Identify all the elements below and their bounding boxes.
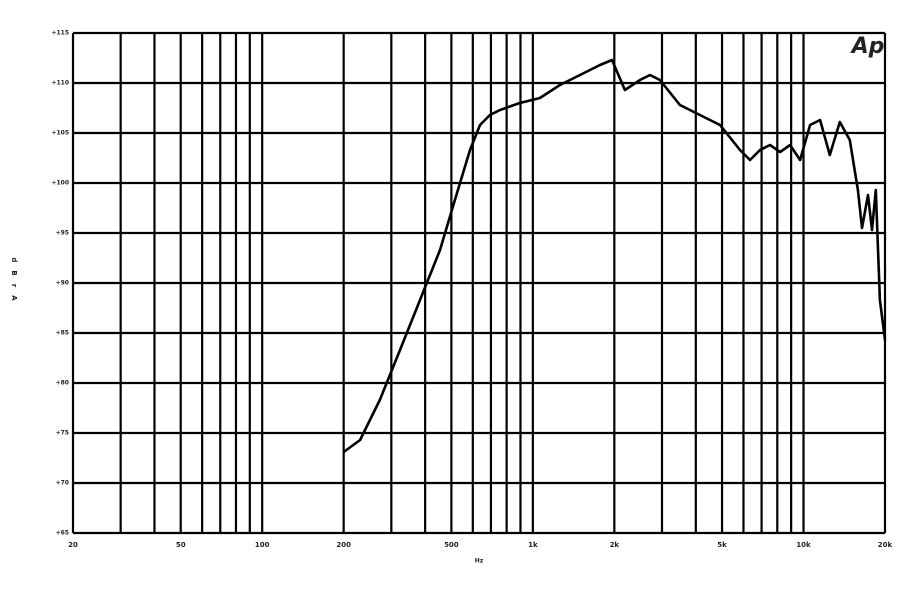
y-tick-label: +110 [51, 80, 69, 87]
y-tick-label: +65 [56, 530, 69, 537]
y-tick-label: +80 [56, 380, 69, 387]
x-tick-label: 5k [717, 541, 727, 549]
y-tick-label: +95 [56, 230, 69, 237]
x-tick-label: 10k [796, 541, 811, 549]
y-tick-label: +115 [51, 30, 69, 37]
y-tick-label: +105 [51, 130, 69, 137]
x-tick-label: 20k [878, 541, 893, 549]
y-tick-label: +85 [56, 330, 69, 337]
x-tick-label: 1k [528, 541, 538, 549]
logo: Ap [850, 34, 885, 59]
x-axis-label: Hz [475, 558, 484, 565]
y-tick-label: +70 [56, 480, 69, 487]
y-tick-label: +90 [56, 280, 69, 287]
y-axis-label: dBrA [10, 257, 18, 308]
x-tick-label: 20 [68, 541, 78, 549]
x-tick-label: 50 [176, 541, 186, 549]
y-tick-label: +100 [51, 180, 69, 187]
y-tick-label: +75 [56, 430, 69, 437]
x-tick-label: 100 [255, 541, 270, 549]
response-line [342, 58, 887, 454]
x-tick-label: 200 [336, 541, 351, 549]
x-tick-label: 2k [610, 541, 620, 549]
x-tick-label: 500 [444, 541, 459, 549]
